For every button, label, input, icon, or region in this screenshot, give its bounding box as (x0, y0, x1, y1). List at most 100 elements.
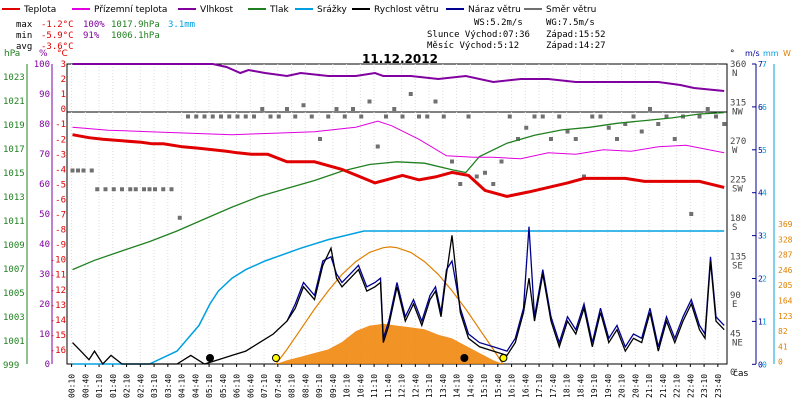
legend: Teplota Přízemní teplota Vlhkost Tlak Srážky… (2, 5, 596, 15)
info-sunset: Západ:15:52 (546, 30, 606, 40)
wind-direction-point (524, 125, 529, 130)
wind-direction-point (342, 114, 347, 119)
legend-item: Náraz větru (446, 5, 521, 15)
stat-min-temp: -5.9°C (41, 31, 74, 41)
stat-min-press: 1006.1hPa (111, 31, 160, 41)
stat-max-rain: 3.1mm (168, 20, 195, 30)
hpa-axis-label: hPa (4, 49, 20, 59)
x-tick-label: 11:40 (384, 374, 393, 398)
hpa-tick: 1007 (3, 265, 25, 275)
wind-direction-point (375, 144, 380, 149)
temp-tick: -8 (55, 226, 66, 236)
wind-direction-point (458, 182, 463, 186)
solar-theoretical-line (275, 246, 504, 365)
wind-direction-point (672, 137, 677, 141)
wind-direction-point (722, 122, 727, 126)
x-tick-label: 06:40 (246, 374, 255, 398)
info-wg: WG:7.5m/s (546, 18, 595, 28)
dir-tick-name: NW (732, 108, 743, 118)
wind-direction-point (689, 212, 694, 216)
wind-direction-point (705, 107, 710, 111)
x-tick-label: 08:10 (288, 374, 297, 398)
mm-tick: 1 (762, 317, 767, 326)
solar-area (276, 323, 503, 364)
wind-direction-point (697, 114, 702, 119)
legend-item: Teplota (2, 5, 56, 15)
x-tick-label: 04:10 (178, 374, 187, 398)
w-tick: 369 (778, 220, 793, 229)
wind-direction-point (147, 187, 152, 192)
wind-direction-point (70, 168, 75, 173)
wind-direction-point (177, 215, 182, 220)
x-tick-label: 20:10 (618, 374, 627, 398)
x-tick-label: 12:10 (398, 374, 407, 398)
wind-direction-point (227, 114, 232, 119)
wind-gust-line (286, 226, 725, 352)
temp-tick: 3 (61, 60, 66, 70)
ms-tick: 1 (758, 317, 763, 326)
pct-tick: 70 (39, 150, 50, 160)
wind-direction-point (301, 103, 306, 108)
temp-axis-label: °C (57, 49, 68, 59)
pct-tick: 80 (39, 120, 50, 130)
temp-tick: -4 (55, 165, 66, 175)
hpa-tick: 1015 (3, 169, 25, 179)
wind-direction-point (582, 174, 586, 179)
mm-tick: 7 (762, 60, 767, 69)
wind-direction-point (169, 187, 174, 192)
hpa-tick: 1023 (3, 73, 25, 83)
moonrise-marker (206, 354, 214, 362)
wind-direction-point (260, 107, 265, 111)
wind-direction-point (615, 137, 619, 141)
x-tick-label: 19:40 (604, 374, 613, 398)
info-moonrise: Měsíc Východ:5:12 (427, 41, 519, 51)
legend-label: Srážky (317, 5, 348, 15)
mm-tick: 0 (762, 360, 767, 369)
x-tick-label: 21:40 (659, 374, 668, 398)
hpa-tick: 999 (3, 361, 19, 371)
wind-direction-point (516, 137, 520, 141)
ms-tick: 7 (758, 60, 763, 69)
wind-direction-point (111, 187, 116, 192)
pct-tick: 60 (39, 180, 50, 190)
x-tick-label: 07:10 (260, 374, 269, 398)
x-tick-label: 09:10 (315, 374, 324, 398)
w-tick: 164 (778, 297, 793, 306)
wind-direction-point (648, 107, 652, 111)
plot-area (70, 63, 727, 366)
x-tick-label: 16:10 (508, 374, 517, 398)
wind-direction-point (252, 114, 256, 119)
x-tick-label: 05:40 (219, 374, 228, 398)
wind-direction-point (285, 107, 289, 111)
legend-item: Vlhkost (178, 5, 233, 15)
stat-min-hum: 91% (83, 31, 100, 41)
wind-direction-point (400, 114, 405, 119)
dir-tick-name: NE (732, 339, 743, 349)
dir-tick: 315 (730, 99, 746, 109)
dir-tick: 90 (730, 291, 741, 301)
wind-direction-point (664, 114, 669, 119)
temp-tick: -16 (50, 346, 66, 356)
temp-tick: -12 (50, 286, 66, 296)
pct-tick: 30 (39, 270, 50, 280)
wind-direction-point (309, 114, 314, 119)
wind-direction-point (714, 114, 718, 119)
legend-label: Teplota (23, 5, 56, 15)
x-tick-label: 06:10 (233, 374, 242, 398)
wind-direction-point (268, 114, 273, 119)
x-tick-label: 03:10 (150, 374, 159, 398)
sun-moon-info: WS:5.2m/s WG:7.5m/s Slunce Východ:07:36 … (427, 18, 606, 51)
wind-direction-point (656, 122, 661, 126)
w-tick: 0 (778, 358, 783, 367)
x-tick-label: 13:10 (425, 374, 434, 398)
pct-tick: 0 (45, 360, 50, 370)
pct-axis-label: % (39, 49, 48, 59)
precipitation-line (72, 230, 725, 365)
x-tick-label: 16:40 (521, 374, 530, 398)
wind-direction-point (367, 99, 372, 104)
x-tick-label: 15:10 (480, 374, 489, 398)
hpa-tick: 1019 (3, 121, 25, 131)
legend-label: Přízemní teplota (94, 5, 167, 15)
wind-direction-point (210, 114, 215, 119)
